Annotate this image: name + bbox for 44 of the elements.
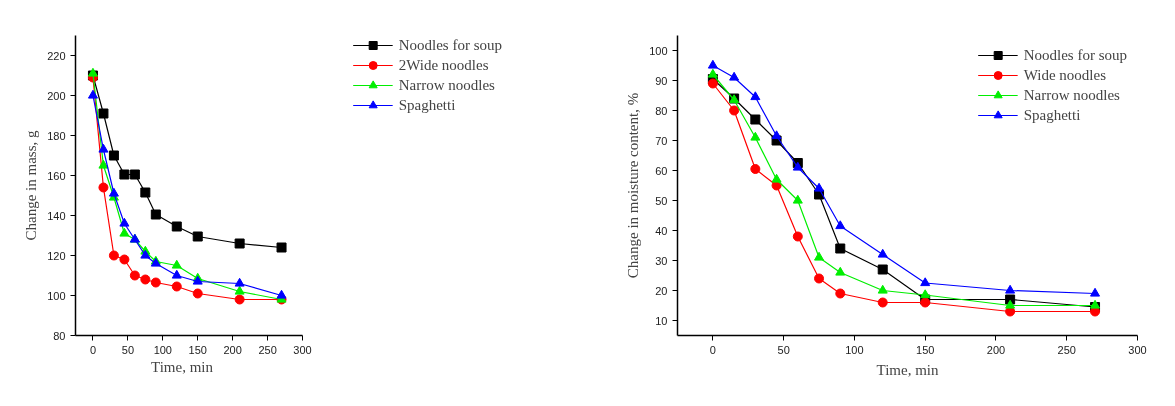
y-tick-label: 140 — [47, 209, 66, 222]
y-tick-label: 160 — [47, 169, 66, 182]
x-axis-title: Time, min — [876, 361, 939, 378]
y-tick-label: 80 — [655, 104, 668, 117]
y-tick-label: 40 — [655, 224, 668, 237]
y-tick-label: 30 — [655, 254, 668, 267]
y-tick-label: 100 — [47, 289, 66, 302]
x-tick-label: 0 — [89, 343, 97, 356]
y-tick-label: 220 — [47, 49, 66, 62]
y-tick-label: 70 — [655, 134, 668, 147]
y-tick-label: 50 — [655, 194, 668, 207]
legend-label: Wide noodles — [1023, 66, 1106, 84]
y-tick-label: 20 — [655, 284, 668, 297]
y-tick-label: 100 — [649, 44, 668, 57]
legend-label: Narrow noodles — [1023, 86, 1120, 104]
x-tick-label: 150 — [916, 343, 935, 356]
legend-label: Spaghetti — [398, 96, 456, 114]
legend-label: Noodles for soup — [1023, 46, 1127, 64]
x-tick-label: 50 — [121, 343, 135, 356]
x-tick-label: 150 — [188, 343, 207, 356]
y-tick-label: 80 — [53, 329, 66, 342]
x-tick-label: 200 — [223, 343, 242, 356]
x-tick-label: 250 — [258, 343, 277, 356]
x-tick-label: 250 — [1057, 343, 1076, 356]
x-tick-label: 100 — [153, 343, 172, 356]
y-tick-label: 90 — [655, 74, 668, 87]
y-axis-title: Change in mass, g — [23, 130, 40, 241]
x-tick-label: 300 — [1128, 343, 1147, 356]
x-tick-label: 100 — [845, 343, 864, 356]
legend-label: Noodles for soup — [398, 36, 502, 54]
y-axis-title: Change in moisture content, % — [625, 92, 642, 279]
legend-label: Spaghetti — [1023, 106, 1081, 124]
x-tick-label: 200 — [986, 343, 1006, 356]
legend-label: 2Wide noodles — [398, 56, 489, 74]
y-tick-label: 120 — [47, 249, 66, 262]
y-tick-label: 60 — [655, 164, 668, 177]
legend-label: Narrow noodles — [398, 76, 495, 94]
x-axis-title: Time, min — [151, 358, 214, 375]
x-tick-label: 50 — [777, 343, 790, 356]
y-tick-label: 10 — [655, 314, 668, 327]
x-tick-label: 300 — [293, 343, 312, 356]
x-tick-label: 0 — [709, 343, 716, 356]
y-tick-label: 180 — [47, 129, 66, 142]
y-tick-label: 200 — [47, 89, 66, 102]
